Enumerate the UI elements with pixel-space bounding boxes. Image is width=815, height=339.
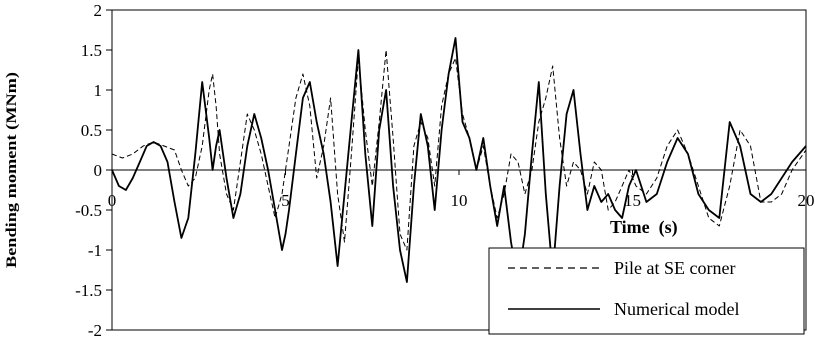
y-tick-label: 2 [94,1,103,20]
y-tick-label: -2 [88,321,102,339]
x-tick-label: 5 [281,191,290,210]
legend-label-model: Numerical model [614,299,739,319]
x-tick-label: 10 [451,191,468,210]
y-tick-label: -0.5 [75,201,102,220]
y-tick-label: 0 [94,161,103,180]
y-tick-label: 1.5 [81,41,102,60]
legend: Pile at SE corner Numerical model [488,247,805,335]
x-tick-label: 15 [624,191,641,210]
y-tick-label: 1 [94,81,103,100]
plot-frame [111,9,807,331]
legend-label-pile: Pile at SE corner [614,258,735,278]
legend-box [488,247,805,335]
y-axis-title: Bending moment (MNm) [4,72,20,268]
series-line-pile-at-se-corner [111,49,807,251]
x-axis-title: Time (s) [610,217,678,238]
y-tick-label: -1.5 [75,281,102,300]
y-tick-label: -1 [88,241,102,260]
series-line-numerical-model [111,37,807,283]
y-tick-label: 0.5 [81,121,102,140]
